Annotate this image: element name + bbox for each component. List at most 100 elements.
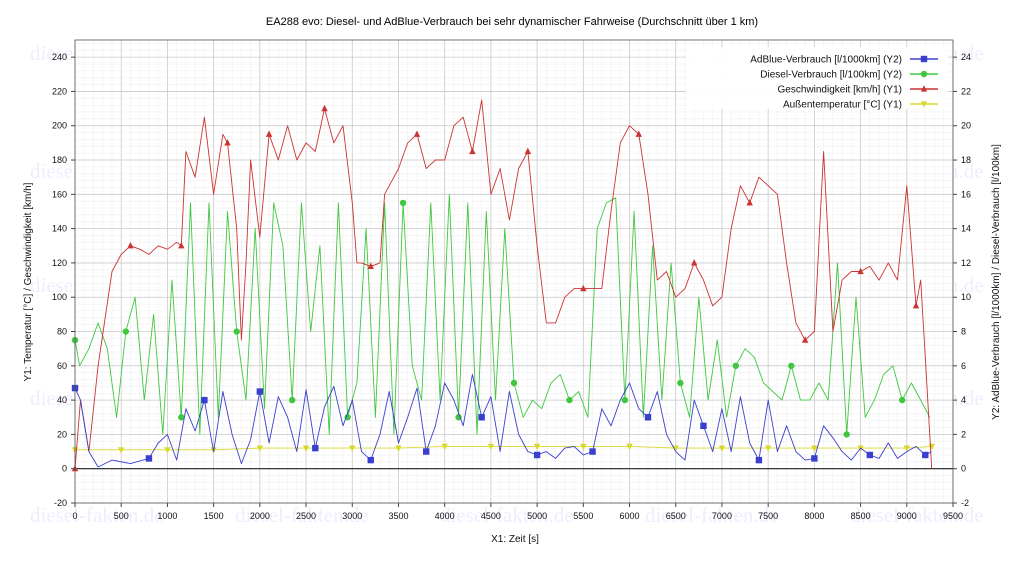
x-tick-label: 8500 [851, 511, 871, 521]
data-point [589, 448, 596, 455]
y-right-tick-label: 22 [961, 86, 971, 96]
data-point [533, 443, 541, 451]
data-point [788, 362, 795, 370]
legend-label: Geschwindigkeit [km/h] (Y1) [778, 85, 903, 96]
data-point [857, 267, 864, 275]
x-tick-label: 7500 [758, 511, 778, 521]
y-right-tick-label: 8 [961, 327, 966, 337]
data-point [811, 445, 818, 452]
data-point [469, 147, 476, 155]
y-right-tick-label: 24 [961, 52, 971, 62]
y-left-tick-label: 0 [62, 464, 67, 474]
watermark-text: diesel-fakten.de [850, 503, 984, 527]
x-tick-label: 3500 [388, 511, 408, 521]
x-tick-label: 4500 [481, 511, 501, 521]
data-point [691, 259, 698, 266]
data-point [256, 388, 264, 395]
y-left-tick-label: -20 [54, 498, 67, 508]
x-tick-label: 500 [114, 511, 129, 521]
data-point [164, 447, 171, 454]
y-left-tick-label: 160 [52, 189, 67, 199]
x-tick-label: 5000 [527, 511, 547, 521]
y-right-tick-label: 14 [961, 224, 971, 234]
data-point [349, 445, 356, 452]
series-line [75, 445, 932, 451]
data-point [746, 199, 753, 206]
x-axis-ticks: 0 500 1000 1500 2000 2500 3000 3500 4000 4500 5000… [72, 503, 963, 521]
data-point [487, 443, 495, 451]
y-right-tick-label: -2 [961, 498, 969, 508]
data-point [367, 262, 374, 269]
data-point [395, 445, 402, 452]
data-point [201, 396, 208, 404]
data-point [635, 130, 642, 137]
data-point [732, 362, 740, 370]
legend: AdBlue-Verbrauch [l/1000km] (Y2) Diesel-V… [686, 47, 948, 111]
data-point [801, 336, 809, 343]
data-point [903, 445, 910, 452]
data-point [233, 328, 240, 335]
data-point [122, 328, 130, 335]
data-point [118, 447, 125, 454]
chart-title: EA288 evo: Diesel- und AdBlue-Verbrauch … [266, 16, 758, 28]
data-point [127, 241, 134, 249]
x-tick-label: 5500 [573, 511, 593, 521]
y-left-tick-label: 220 [52, 86, 67, 96]
x-axis-label: X1: Zeit [s] [491, 534, 539, 545]
data-point [644, 414, 652, 421]
legend-box [686, 47, 948, 109]
data-point [764, 445, 772, 452]
data-point [626, 443, 633, 451]
data-point [524, 147, 532, 155]
y-right-tick-label: 10 [961, 292, 971, 302]
data-point [580, 284, 587, 292]
data-point [256, 445, 264, 452]
y-left-tick-label: 240 [52, 52, 67, 62]
legend-label: Außentemperatur [°C] (Y1) [783, 100, 902, 111]
data-point [265, 130, 273, 137]
legend-swatch-marker [920, 70, 928, 78]
watermark-text: diesel-fakten.de [440, 503, 574, 527]
data-point [898, 396, 906, 404]
x-tick-label: 6500 [666, 511, 686, 521]
x-tick-label: 0 [72, 511, 77, 521]
y-left-tick-label: 40 [57, 395, 67, 405]
data-point [145, 455, 153, 462]
y-left-axis-ticks: -20 0 20 40 60 80 100 120 140 160 180 200 220 240 [52, 52, 75, 508]
data-point [312, 444, 319, 452]
data-point [811, 455, 818, 462]
series-line [74, 193, 931, 435]
data-point [399, 199, 407, 207]
data-point [755, 456, 763, 464]
data-point [922, 451, 929, 459]
data-point [912, 301, 920, 309]
y-left-axis-label: Y1: Temperatur [°C] / Geschwindigkeit [k… [23, 182, 34, 381]
series-geschwindigkeit [71, 99, 933, 472]
series-line [74, 99, 933, 469]
x-tick-label: 8000 [804, 511, 824, 521]
data-point [621, 396, 629, 404]
data-point [677, 379, 684, 387]
x-tick-label: 9000 [897, 511, 917, 521]
plot-frame [74, 39, 954, 504]
legend-label: Diesel-Verbrauch [l/100km] (Y2) [760, 70, 902, 81]
data-point [344, 414, 351, 421]
data-point [843, 431, 850, 438]
y-right-tick-label: 16 [961, 189, 971, 199]
data-point [510, 379, 518, 387]
data-point [455, 414, 462, 421]
x-tick-label: 4000 [435, 511, 455, 521]
data-point [866, 451, 874, 459]
y-right-tick-label: 0 [961, 464, 966, 474]
series-au-entemperatur [71, 443, 935, 454]
legend-swatch-marker [920, 101, 928, 108]
legend-label: AdBlue-Verbrauch [l/1000km] (Y2) [750, 55, 902, 66]
data-point [718, 445, 726, 452]
x-tick-label: 2000 [250, 511, 270, 521]
data-point [224, 139, 231, 146]
series-diesel-verbrauch [71, 193, 931, 438]
y-right-tick-label: 20 [961, 121, 971, 131]
y-right-axis-label: Y2: AdBlue-Verbrauch [l/1000km] / Diesel… [991, 144, 1002, 420]
